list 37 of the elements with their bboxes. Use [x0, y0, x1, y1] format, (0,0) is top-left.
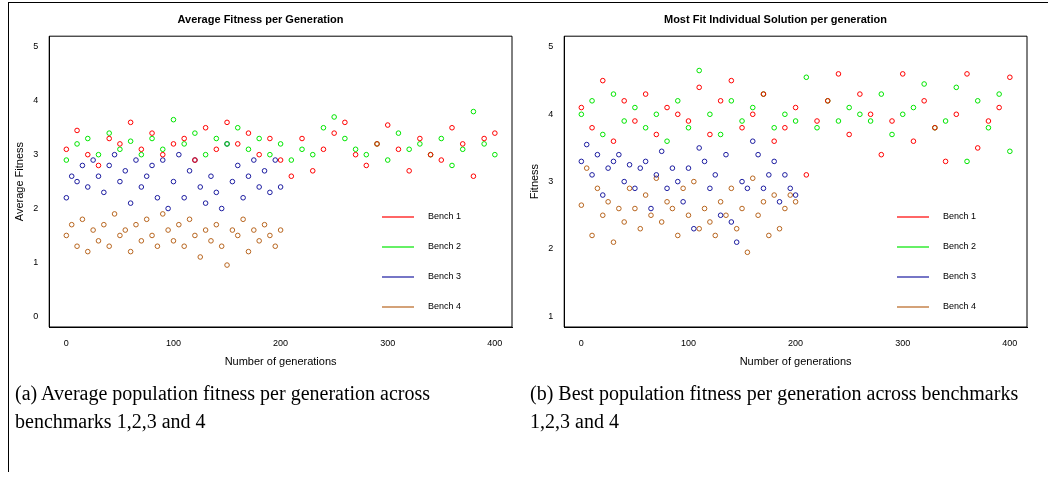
y-axis-title: Average Fitness: [12, 141, 25, 222]
x-tick-label: 0: [63, 337, 69, 348]
text: (a) Average population fitness per generation across benchmarks 1,2,3 and 4: [14, 381, 432, 434]
x-tick-label: 100: [165, 337, 181, 348]
x-axis-title: Number of generations: [224, 355, 338, 368]
y-tick-label: 1: [548, 310, 554, 321]
y-tick-label: 3: [33, 149, 39, 160]
x-tick-label: 100: [680, 337, 696, 348]
text: (b) Best population fitness per generation across benchmarks 1,2,3 and 4: [529, 381, 1020, 434]
y-tick-label: 1: [33, 256, 39, 267]
x-tick-label: 400: [487, 337, 503, 348]
x-tick-label: 300: [895, 337, 911, 348]
x-tick-label: 200: [788, 337, 804, 348]
y-tick-label: 2: [548, 243, 554, 254]
y-tick-label: 4: [548, 108, 554, 119]
y-tick-label: 4: [33, 95, 39, 106]
chart-title: Most Fit Individual Solution per generation: [663, 12, 888, 25]
x-tick-label: 0: [578, 337, 584, 348]
x-tick-label: 200: [273, 337, 289, 348]
legend-label: Bench 3: [428, 271, 462, 282]
legend-label: Bench 2: [943, 241, 977, 252]
legend-label: Bench 1: [943, 211, 977, 222]
legend-label: Bench 1: [428, 211, 462, 222]
y-axis-title: Fitness: [527, 163, 540, 200]
legend-label: Bench 3: [943, 271, 977, 282]
y-tick-label: 0: [33, 310, 39, 321]
legend-label: Bench 4: [428, 301, 462, 312]
y-tick-label: 3: [548, 176, 554, 187]
legend-label: Bench 4: [943, 301, 977, 312]
x-axis-title: Number of generations: [739, 355, 853, 368]
x-tick-label: 400: [1002, 337, 1018, 348]
legend-label: Bench 2: [428, 241, 462, 252]
x-tick-label: 300: [380, 337, 396, 348]
y-tick-label: 5: [33, 41, 39, 52]
chart-title: Average Fitness per Generation: [177, 12, 344, 25]
y-tick-label: 5: [548, 41, 554, 52]
y-tick-label: 2: [33, 203, 39, 214]
